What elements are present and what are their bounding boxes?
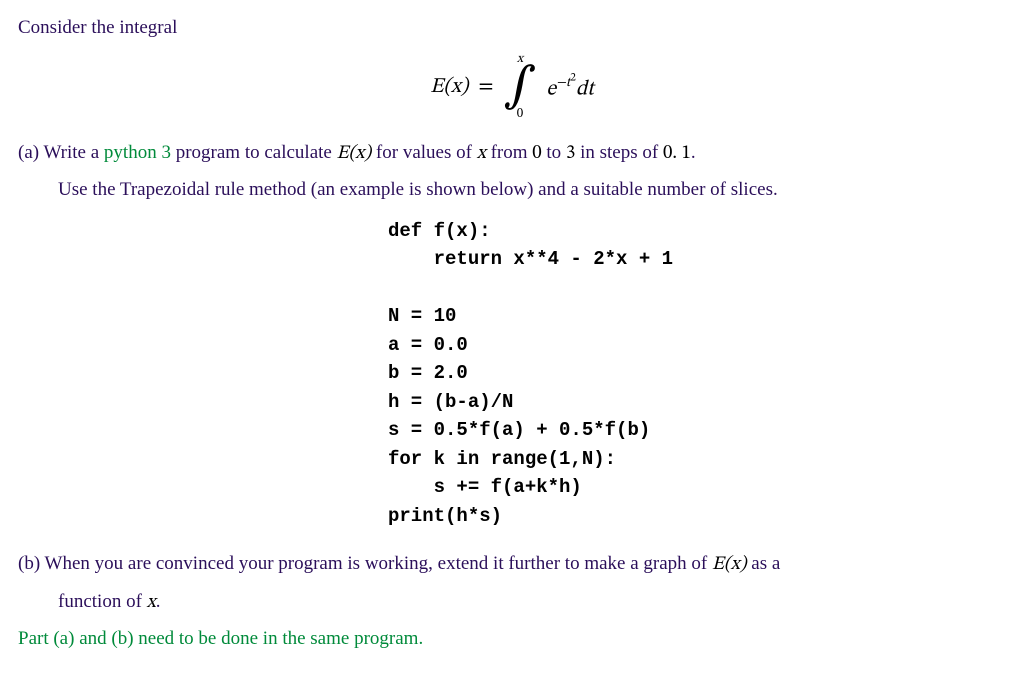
note-line: Part (a) and (b) need to be done in the … xyxy=(18,625,1006,654)
eq-equals: = xyxy=(478,74,493,100)
a-zero: 0 xyxy=(532,144,541,163)
eq-lhs: E(x) xyxy=(430,74,468,100)
b-prefix: (b) When you are convinced your program … xyxy=(18,553,712,574)
a-mid3: from xyxy=(486,142,532,163)
part-b-line1: (b) When you are convinced your program … xyxy=(18,550,1006,580)
integral-sign-icon: ∫ xyxy=(504,68,537,106)
a-mid2: for values of xyxy=(371,142,477,163)
b-Ex: E(x) xyxy=(712,555,747,574)
a-line2-text: Use the Trapezoidal rule method (an exam… xyxy=(58,179,778,200)
note-text: Part (a) and (b) need to be done in the … xyxy=(18,628,423,649)
a-mid: program to calculate xyxy=(171,142,337,163)
a-step: 0. 1 xyxy=(663,144,691,163)
a-prefix: (a) Write a xyxy=(18,142,104,163)
b-line2a: function of xyxy=(58,591,147,612)
intro-line: Consider the integral xyxy=(18,14,1006,43)
intro-text: Consider the integral xyxy=(18,17,177,38)
a-x: x xyxy=(477,144,486,163)
code-example: def f(x): return x**4 - 2*x + 1 N = 10 a… xyxy=(388,217,1006,531)
a-python3: python 3 xyxy=(104,142,171,163)
b-line2x: x xyxy=(147,593,156,612)
part-b-line2: function of x. xyxy=(58,588,1006,618)
a-three: 3 xyxy=(566,144,575,163)
integral-equation: E(x) = x ∫ 0 e−t2dt xyxy=(18,53,1006,121)
eq-integrand: e−t2dt xyxy=(546,71,593,103)
b-line2b: . xyxy=(156,591,161,612)
eq-lower-bound: 0 xyxy=(517,108,523,121)
b-mid: as a xyxy=(747,553,781,574)
a-mid4: in steps of xyxy=(575,142,663,163)
a-Ex: E(x) xyxy=(337,144,372,163)
a-to: to xyxy=(542,142,566,163)
part-a-line1: (a) Write a python 3 program to calculat… xyxy=(18,139,1006,169)
eq-integral-column: x ∫ 0 xyxy=(504,53,537,121)
a-end: . xyxy=(691,142,696,163)
part-a-line2: Use the Trapezoidal rule method (an exam… xyxy=(58,176,1006,205)
